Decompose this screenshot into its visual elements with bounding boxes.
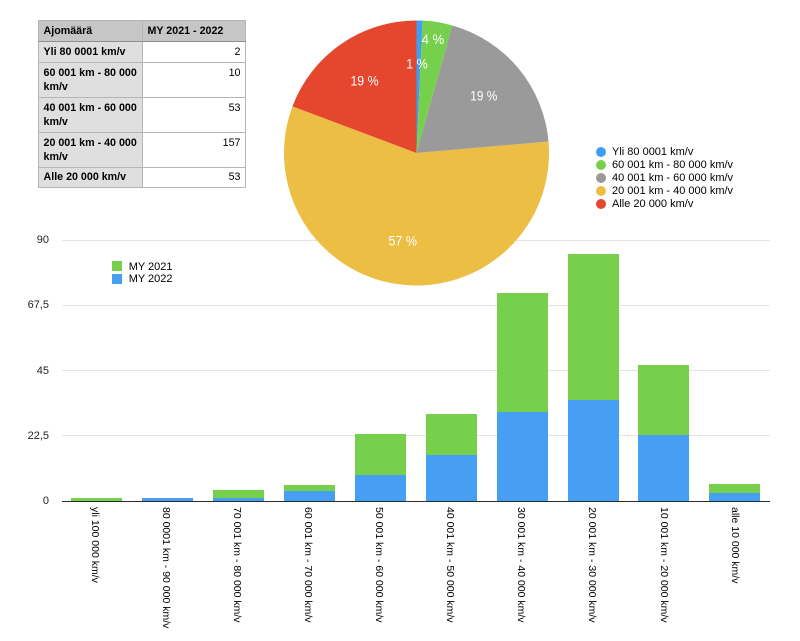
svg-text:19 %: 19 %	[470, 88, 497, 104]
svg-text:19 %: 19 %	[350, 73, 378, 89]
svg-text:57 %: 57 %	[388, 232, 417, 248]
svg-text:4 %: 4 %	[422, 31, 445, 47]
svg-text:1 %: 1 %	[406, 55, 427, 71]
